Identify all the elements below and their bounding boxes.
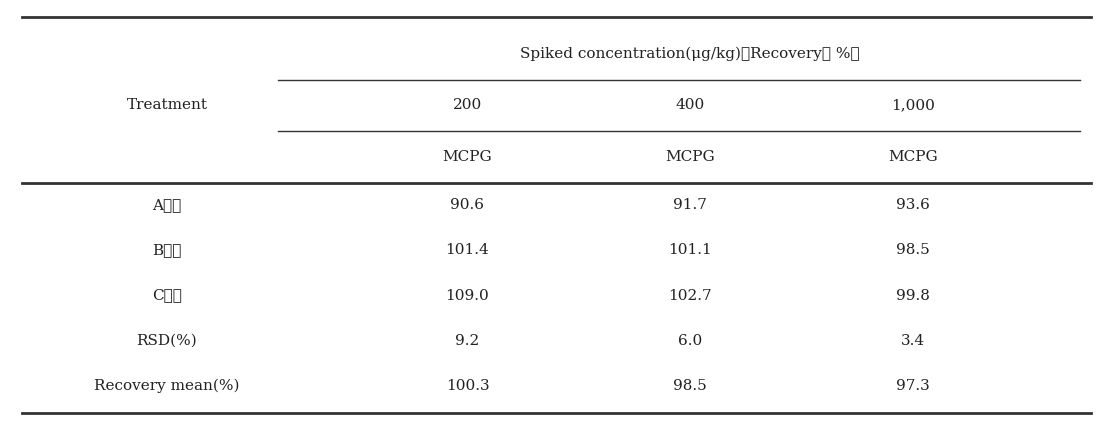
Text: MCPG: MCPG: [443, 150, 492, 164]
Text: Recovery mean(%): Recovery mean(%): [95, 379, 239, 393]
Text: A기관: A기관: [152, 198, 181, 212]
Text: Spiked concentration(μg/kg)（Recovery， %）: Spiked concentration(μg/kg)（Recovery， %）: [520, 46, 860, 61]
Text: 109.0: 109.0: [445, 289, 490, 303]
Text: 91.7: 91.7: [673, 198, 707, 212]
Text: 98.5: 98.5: [673, 379, 707, 393]
Text: 98.5: 98.5: [896, 243, 929, 258]
Text: Treatment: Treatment: [127, 98, 207, 112]
Text: 101.1: 101.1: [668, 243, 712, 258]
Text: 9.2: 9.2: [455, 334, 480, 348]
Text: MCPG: MCPG: [666, 150, 715, 164]
Text: B기관: B기관: [152, 243, 181, 258]
Text: 1,000: 1,000: [890, 98, 935, 112]
Text: 102.7: 102.7: [668, 289, 712, 303]
Text: 6.0: 6.0: [678, 334, 702, 348]
Text: 90.6: 90.6: [451, 198, 484, 212]
Text: 101.4: 101.4: [445, 243, 490, 258]
Text: C기관: C기관: [152, 289, 181, 303]
Text: 97.3: 97.3: [896, 379, 929, 393]
Text: 100.3: 100.3: [445, 379, 490, 393]
Text: RSD(%): RSD(%): [137, 334, 197, 348]
Text: 99.8: 99.8: [896, 289, 929, 303]
Text: MCPG: MCPG: [888, 150, 937, 164]
Text: 3.4: 3.4: [900, 334, 925, 348]
Text: 93.6: 93.6: [896, 198, 929, 212]
Text: 400: 400: [676, 98, 705, 112]
Text: 200: 200: [453, 98, 482, 112]
